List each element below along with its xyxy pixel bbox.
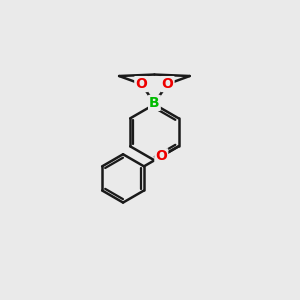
Text: B: B xyxy=(149,96,160,110)
Text: O: O xyxy=(162,77,173,91)
Text: O: O xyxy=(135,77,147,91)
Text: O: O xyxy=(155,149,167,163)
